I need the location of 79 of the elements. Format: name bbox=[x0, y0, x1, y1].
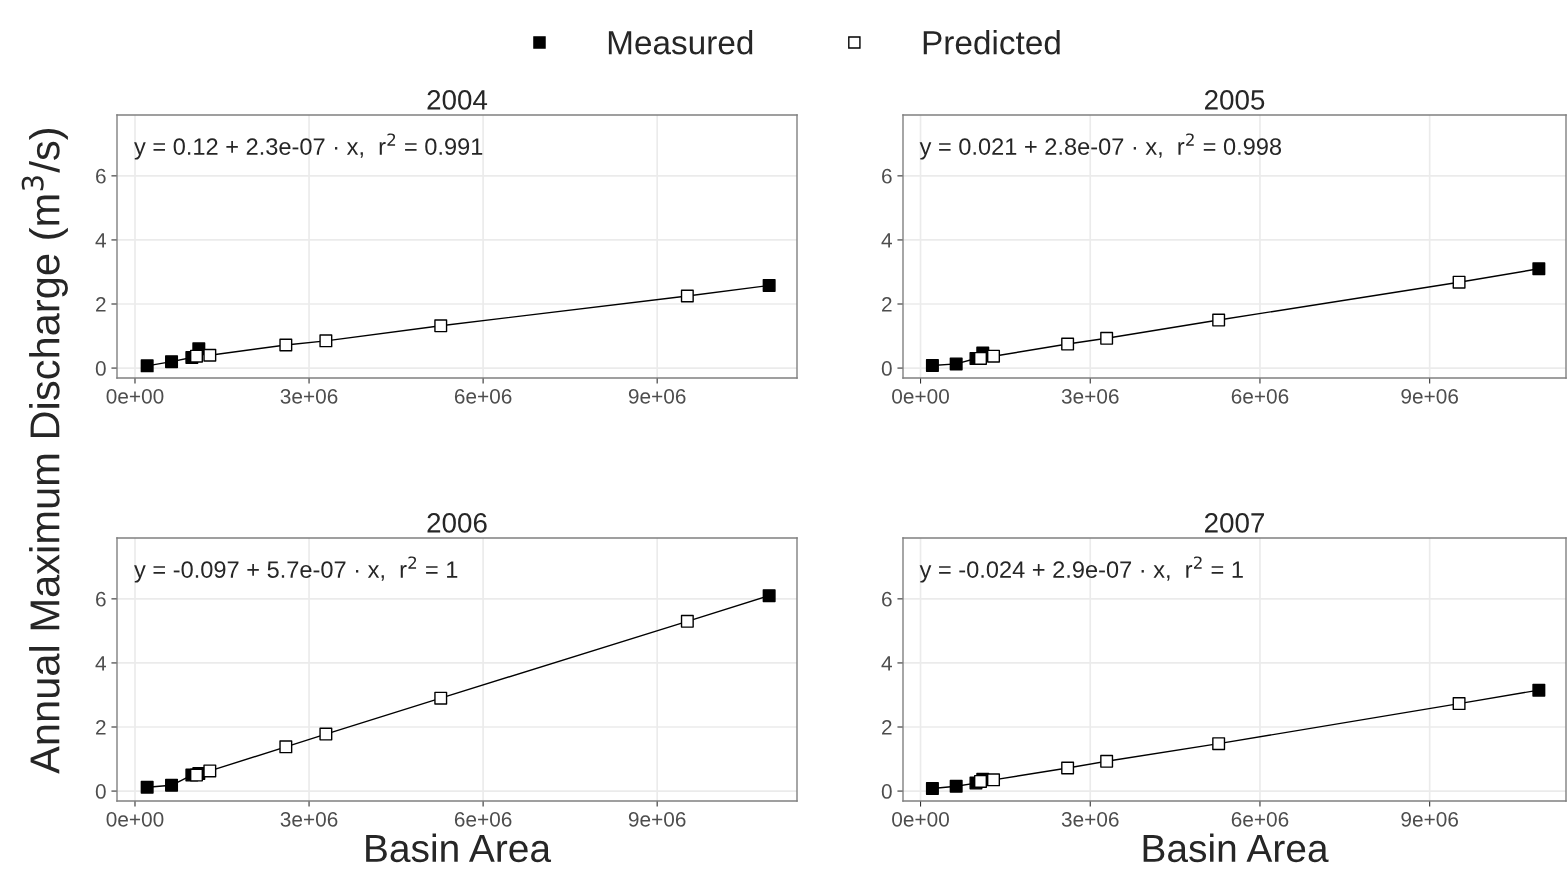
point bbox=[1061, 337, 1075, 351]
point bbox=[987, 349, 1001, 363]
x-tick-label: 3e+06 bbox=[1061, 811, 1119, 827]
y-tick-label: 6 bbox=[96, 591, 106, 607]
x-tick-label: 0e+00 bbox=[106, 811, 164, 827]
point bbox=[1100, 331, 1114, 345]
annotation: y = -0.097 + 5.7e-07 · x, r$^{2}$ = 1 bbox=[134, 556, 458, 583]
point bbox=[949, 779, 963, 793]
legend-label: Predicted bbox=[923, 30, 1060, 55]
point bbox=[762, 278, 776, 292]
y-tick-label: 2 bbox=[882, 720, 892, 735]
x-tick-label: 0e+00 bbox=[892, 811, 949, 827]
y-tick-label: 6 bbox=[882, 168, 892, 184]
point bbox=[140, 780, 154, 794]
annotation: y = -0.024 + 2.9e-07 · x, r$^{2}$ = 1 bbox=[919, 556, 1243, 583]
y-tick-label: 0 bbox=[881, 784, 892, 799]
point bbox=[279, 740, 293, 754]
point bbox=[1212, 313, 1226, 327]
x-tick-label: 9e+06 bbox=[1401, 811, 1459, 827]
y-tick-label: 4 bbox=[881, 233, 892, 248]
annotation: y = 0.12 + 2.3e-07 · x, r$^{2}$ = 0.991 bbox=[134, 133, 483, 160]
point bbox=[973, 351, 988, 365]
point bbox=[1532, 262, 1546, 276]
y-tick-label: 6 bbox=[96, 168, 106, 184]
point bbox=[203, 348, 217, 362]
point bbox=[165, 355, 179, 369]
x-tick-label: 9e+06 bbox=[1401, 388, 1459, 404]
point bbox=[434, 691, 448, 705]
chart-title: 2006 bbox=[427, 513, 487, 533]
point bbox=[1452, 697, 1466, 711]
annotation: y = 0.021 + 2.8e-07 · x, r$^{2}$ = 0.998 bbox=[919, 133, 1282, 160]
chart-title: 2005 bbox=[1205, 90, 1265, 110]
point bbox=[1061, 761, 1075, 775]
x-axis-title: Basin Area bbox=[366, 833, 552, 863]
y-tick-label: 2 bbox=[96, 297, 106, 312]
point bbox=[925, 359, 939, 373]
x-tick-label: 9e+06 bbox=[628, 388, 686, 404]
point bbox=[1100, 754, 1114, 768]
x-tick-label: 6e+06 bbox=[1231, 388, 1289, 404]
y-tick-label: 2 bbox=[882, 297, 892, 312]
y-tick-label: 4 bbox=[95, 656, 106, 671]
x-tick-label: 6e+06 bbox=[1231, 811, 1289, 827]
point bbox=[1212, 737, 1226, 751]
y-tick-label: 0 bbox=[881, 361, 892, 376]
x-tick-label: 6e+06 bbox=[454, 811, 512, 827]
y-tick-label: 0 bbox=[95, 361, 106, 376]
x-tick-label: 6e+06 bbox=[454, 388, 512, 404]
point bbox=[680, 614, 694, 628]
point bbox=[680, 289, 694, 303]
legend-label: Measured bbox=[608, 30, 753, 55]
point bbox=[140, 359, 154, 373]
y-tick-label: 6 bbox=[882, 591, 892, 607]
x-tick-label: 0e+00 bbox=[106, 388, 164, 404]
y-tick-label: 4 bbox=[95, 233, 106, 248]
point bbox=[1532, 683, 1546, 697]
point bbox=[189, 349, 203, 363]
chart-title: 2007 bbox=[1205, 513, 1265, 533]
y-tick-label: 0 bbox=[95, 784, 106, 799]
chart-title: 2004 bbox=[427, 90, 488, 110]
point bbox=[165, 778, 179, 792]
point bbox=[203, 764, 217, 778]
x-tick-label: 9e+06 bbox=[628, 811, 686, 827]
point bbox=[319, 727, 333, 741]
point bbox=[434, 319, 448, 333]
point bbox=[1452, 275, 1466, 289]
point bbox=[279, 338, 293, 352]
y-tick-label: 2 bbox=[96, 720, 106, 735]
y-tick-label: 4 bbox=[881, 656, 892, 671]
x-axis-title: Basin Area bbox=[1143, 833, 1329, 863]
point bbox=[319, 334, 333, 348]
x-tick-label: 3e+06 bbox=[1061, 388, 1119, 404]
y-axis-title: Annual Maximum Discharge (m$^{3}$/s) bbox=[21, 128, 68, 774]
point bbox=[762, 589, 776, 603]
point bbox=[925, 782, 939, 796]
point bbox=[987, 773, 1001, 787]
x-tick-label: 3e+06 bbox=[280, 388, 338, 404]
point bbox=[949, 357, 963, 371]
x-tick-label: 3e+06 bbox=[280, 811, 338, 827]
x-tick-label: 0e+00 bbox=[892, 388, 949, 404]
